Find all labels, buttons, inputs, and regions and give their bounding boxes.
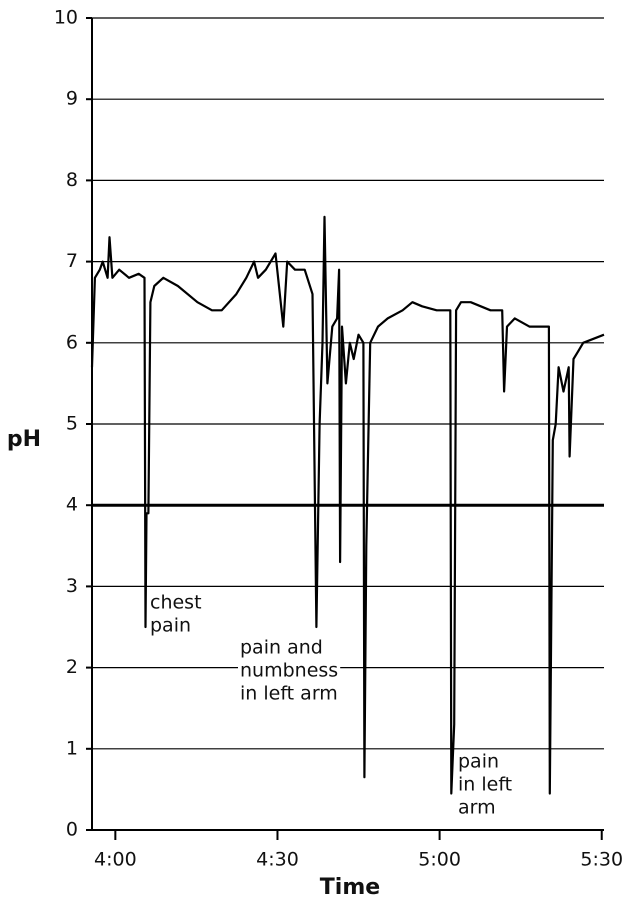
y-axis-label: pH [7, 427, 41, 452]
y-tick-label: 7 [66, 250, 78, 272]
annotation: pain [458, 751, 499, 773]
y-tick-label: 9 [66, 88, 78, 110]
x-tick-label: 4:00 [94, 849, 137, 871]
annotation-bg [238, 682, 340, 705]
annotation-bg [456, 796, 498, 819]
annotation-bg [456, 773, 515, 796]
annotation: chest [150, 592, 202, 614]
annotation-bg [238, 659, 341, 682]
y-tick-label: 4 [66, 494, 78, 516]
y-tick-label: 10 [54, 7, 78, 29]
annotation-bg [456, 750, 502, 773]
y-tick-label: 6 [66, 331, 78, 353]
x-tick-label: 5:00 [418, 849, 461, 871]
annotation: pain and [240, 637, 323, 659]
ph-line [90, 215, 605, 795]
y-tick-label: 1 [66, 737, 78, 759]
y-tick-label: 0 [66, 819, 78, 841]
annotation: pain [150, 615, 191, 637]
y-tick-label: 8 [66, 169, 78, 191]
x-axis-label: Time [320, 875, 380, 900]
annotation-bg [148, 591, 204, 614]
annotation: in left [458, 774, 512, 796]
y-tick-label: 2 [66, 656, 78, 678]
annotation-bg [238, 636, 325, 659]
y-tick-label: 3 [66, 575, 78, 597]
x-tick-label: 5:30 [580, 849, 623, 871]
x-tick-label: 4:30 [256, 849, 299, 871]
annotation: arm [458, 797, 496, 819]
annotation: numbness [240, 660, 338, 682]
y-tick-label: 5 [66, 413, 78, 435]
annotation: in left arm [240, 683, 338, 705]
annotation-bg [148, 614, 194, 637]
